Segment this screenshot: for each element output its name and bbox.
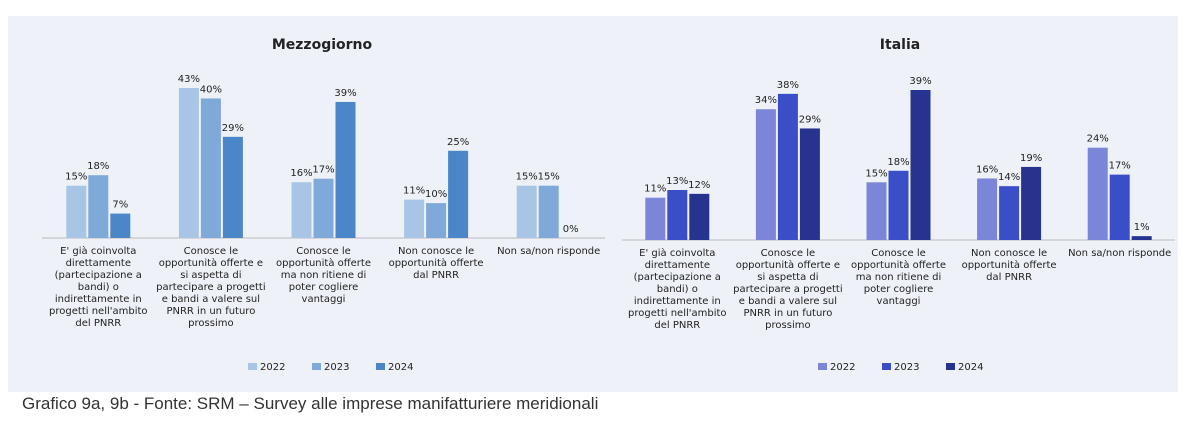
x-tick-label: Non sa/non risponde — [1068, 248, 1172, 259]
bar — [426, 203, 447, 238]
chart-title: Italia — [880, 37, 920, 53]
value-label: 17% — [312, 165, 334, 176]
x-tick-label: Conosce le opportunità offerte e si aspe… — [733, 248, 843, 331]
x-tick-label: Conosce le opportunità offerte ma non ri… — [851, 248, 946, 307]
legend-swatch — [376, 363, 385, 370]
bar — [755, 109, 776, 240]
value-label: 1% — [1134, 222, 1150, 233]
value-label: 39% — [334, 88, 356, 99]
value-label: 29% — [222, 123, 244, 134]
legend-swatch — [312, 363, 321, 370]
value-label: 11% — [403, 186, 425, 197]
bar — [689, 193, 710, 240]
caption: Grafico 9a, 9b - Fonte: SRM – Survey all… — [22, 394, 599, 413]
bar — [1087, 147, 1108, 240]
legend-swatch — [946, 363, 955, 370]
value-label: 40% — [200, 84, 222, 95]
bar — [888, 170, 909, 240]
bar — [335, 101, 356, 238]
value-label: 11% — [644, 184, 666, 195]
bar — [977, 178, 998, 240]
x-tick-label: Non conosce le opportunità offerte dal P… — [961, 248, 1057, 283]
x-tick-label: Conosce le opportunità offerte ma non ri… — [276, 246, 371, 305]
bar — [999, 186, 1020, 240]
bar — [110, 213, 131, 238]
bar — [313, 178, 334, 238]
value-label: 15% — [516, 172, 538, 183]
value-label: 29% — [799, 114, 821, 125]
bar — [291, 182, 312, 238]
bar — [910, 90, 931, 240]
legend-label: 2023 — [324, 362, 349, 373]
value-label: 34% — [755, 95, 777, 106]
legend-label: 2024 — [388, 362, 413, 373]
x-tick-label: Conosce le opportunità offerte e si aspe… — [156, 246, 266, 329]
bar — [1021, 166, 1042, 240]
bar — [448, 150, 469, 238]
value-label: 18% — [87, 161, 109, 172]
value-label: 13% — [666, 176, 688, 187]
value-label: 24% — [1087, 134, 1109, 145]
value-label: 12% — [688, 180, 710, 191]
value-label: 16% — [290, 168, 312, 179]
legend-label: 2023 — [894, 362, 919, 373]
bar — [178, 88, 199, 238]
bar — [538, 185, 559, 238]
value-label: 39% — [909, 76, 931, 87]
value-label: 17% — [1109, 161, 1131, 172]
value-label: 7% — [112, 200, 128, 211]
legend-label: 2022 — [830, 362, 855, 373]
chart-title: Mezzogiorno — [272, 37, 373, 53]
bar — [88, 175, 109, 238]
value-label: 15% — [538, 172, 560, 183]
bar — [66, 185, 87, 238]
value-label: 14% — [998, 172, 1020, 183]
value-label: 43% — [178, 74, 200, 85]
legend-label: 2024 — [958, 362, 983, 373]
bar — [645, 197, 666, 240]
bar — [200, 98, 221, 238]
bar — [667, 190, 688, 240]
bar — [1109, 174, 1130, 240]
legend-swatch — [882, 363, 891, 370]
value-label: 15% — [865, 168, 887, 179]
value-label: 10% — [425, 189, 447, 200]
value-label: 15% — [65, 172, 87, 183]
legend-label: 2022 — [260, 362, 285, 373]
value-label: 0% — [563, 224, 579, 235]
value-label: 18% — [887, 157, 909, 168]
bar — [777, 93, 798, 240]
x-tick-label: E' già coinvolta direttamente (partecipa… — [628, 248, 727, 331]
value-label: 25% — [447, 137, 469, 148]
x-tick-label: Non conosce le opportunità offerte dal P… — [388, 246, 484, 281]
bar — [1131, 236, 1152, 240]
x-tick-label: E' già coinvolta direttamente (partecipa… — [49, 246, 148, 329]
bar — [516, 185, 537, 238]
bar — [799, 128, 820, 240]
bar — [404, 199, 425, 238]
value-label: 38% — [777, 80, 799, 91]
bar — [222, 136, 243, 238]
value-label: 19% — [1020, 153, 1042, 164]
legend-swatch — [818, 363, 827, 370]
legend-swatch — [248, 363, 257, 370]
bar — [866, 182, 887, 240]
x-tick-label: Non sa/non risponde — [497, 246, 601, 257]
value-label: 16% — [976, 164, 998, 175]
